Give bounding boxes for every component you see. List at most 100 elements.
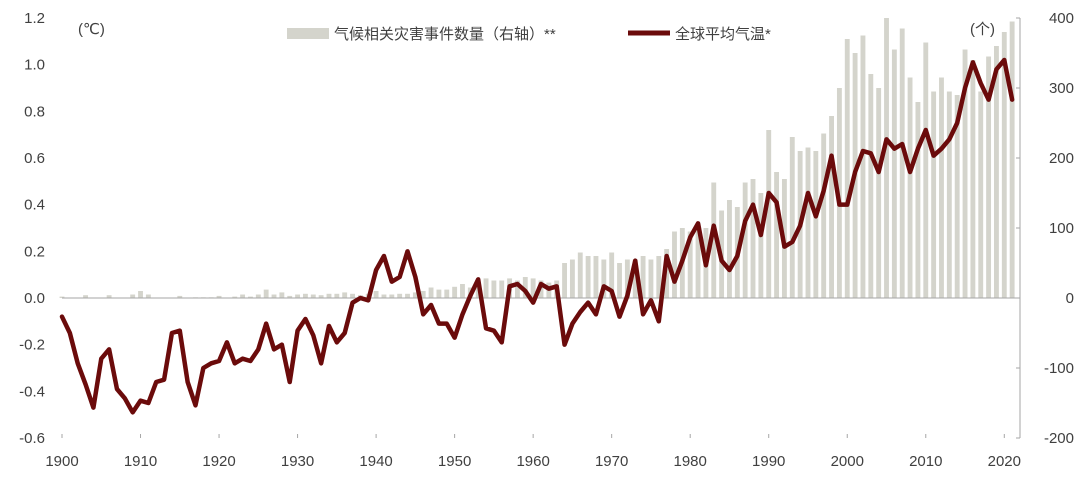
disaster-bar: [381, 294, 387, 298]
disaster-bar: [342, 292, 348, 298]
disaster-bar: [271, 294, 277, 298]
legend-bar-swatch: [287, 28, 329, 39]
x-tick-label: 1930: [281, 453, 314, 470]
disaster-bar: [436, 289, 442, 298]
disaster-bar: [460, 284, 465, 298]
left-tick-label: 0.2: [24, 243, 45, 260]
disaster-bar: [263, 289, 269, 298]
x-tick-label: 1970: [595, 453, 628, 470]
disaster-bar: [59, 296, 65, 298]
disaster-bar: [130, 294, 136, 298]
disaster-bar: [318, 295, 324, 298]
disaster-bar: [805, 147, 811, 298]
disaster-bar: [962, 49, 968, 298]
disaster-bar: [813, 151, 819, 298]
disaster-bar: [569, 259, 575, 298]
disaster-bar: [562, 263, 567, 298]
disaster-bar: [758, 193, 764, 298]
x-tick-label: 2000: [831, 453, 864, 470]
legend-bar-label: 气候相关灾害事件数量（右轴）**: [334, 26, 556, 43]
disaster-bar: [640, 256, 646, 298]
left-tick-label: 1.2: [24, 10, 45, 27]
x-axis-ticks: 1900 1910 1920 1930 1940 1950 1960 1970 1980 1990…: [45, 434, 1021, 470]
disaster-bar: [687, 231, 693, 298]
disaster-bar: [954, 95, 960, 298]
disaster-bar: [420, 291, 426, 298]
disaster-bar: [302, 293, 308, 298]
disaster-bar: [923, 42, 929, 298]
disaster-bar: [766, 130, 772, 298]
x-tick-label: 1900: [45, 453, 78, 470]
disaster-bar: [648, 259, 654, 298]
disaster-bar: [106, 295, 112, 298]
disaster-bar: [522, 277, 528, 298]
x-tick-label: 1940: [359, 453, 392, 470]
disaster-bar: [83, 295, 88, 298]
right-axis-ticks: 400 300 200 100 0 -100 -200: [1016, 10, 1074, 447]
disaster-bar: [216, 295, 222, 298]
disaster-bar: [483, 278, 489, 298]
left-tick-label: 0.4: [24, 197, 45, 214]
disaster-bar: [138, 291, 143, 298]
disaster-bar: [727, 200, 732, 298]
disaster-bar: [255, 294, 261, 298]
disaster-bar: [624, 259, 630, 298]
disaster-bar: [287, 295, 293, 298]
disaster-bar: [499, 280, 505, 298]
disaster-bar: [350, 293, 355, 298]
disaster-bar: [750, 179, 756, 298]
left-tick-label: -0.6: [19, 430, 45, 447]
disaster-bar: [978, 91, 984, 298]
x-tick-label: 1990: [752, 453, 785, 470]
disaster-bar: [248, 296, 253, 298]
x-tick-label: 1920: [202, 453, 235, 470]
legend: 气候相关灾害事件数量（右轴）** 全球平均气温*: [287, 25, 771, 43]
disaster-bar: [609, 252, 615, 298]
disaster-bar: [876, 88, 882, 298]
x-tick-label: 2020: [988, 453, 1021, 470]
x-tick-label: 1960: [516, 453, 549, 470]
left-tick-label: -0.4: [19, 383, 45, 400]
temperature-series: [59, 57, 1015, 415]
disaster-bar: [373, 291, 379, 298]
disaster-bar: [428, 287, 434, 298]
x-tick-label: 1980: [674, 453, 707, 470]
disaster-bar: [326, 293, 332, 298]
disaster-bar: [617, 263, 622, 298]
disaster-bar: [939, 77, 944, 298]
disaster-bar: [145, 294, 151, 298]
disaster-bar: [789, 137, 795, 298]
legend-line-label: 全球平均气温*: [675, 25, 771, 43]
disaster-bar: [412, 292, 418, 298]
disaster-bar: [515, 280, 520, 298]
right-tick-label: -200: [1044, 430, 1074, 447]
disaster-bar: [994, 46, 999, 298]
disaster-bar: [389, 294, 395, 298]
disaster-bar: [1001, 32, 1007, 298]
x-tick-label: 1910: [124, 453, 157, 470]
disaster-bar: [891, 49, 897, 298]
disaster-bar: [970, 60, 976, 298]
left-axis-unit: (℃): [78, 21, 105, 38]
disaster-bar: [295, 294, 301, 298]
disaster-bar: [844, 39, 850, 298]
disaster-bar: [884, 18, 889, 298]
right-tick-label: -100: [1044, 360, 1074, 377]
left-tick-label: -0.2: [19, 337, 45, 354]
disaster-bar: [899, 28, 905, 298]
disaster-bar: [672, 231, 677, 298]
disaster-bar: [452, 286, 458, 298]
disaster-bar: [711, 182, 717, 298]
disaster-bar: [931, 91, 937, 298]
right-tick-label: 200: [1049, 150, 1074, 167]
disaster-bar: [742, 182, 748, 298]
right-tick-label: 300: [1049, 80, 1074, 97]
left-tick-label: 0.6: [24, 150, 45, 167]
left-tick-label: 0.8: [24, 103, 45, 120]
disaster-bar: [444, 289, 450, 298]
disaster-bar: [632, 259, 638, 298]
temperature-line: [59, 57, 1015, 415]
disaster-bar: [240, 294, 246, 298]
disaster-bar: [491, 280, 497, 298]
